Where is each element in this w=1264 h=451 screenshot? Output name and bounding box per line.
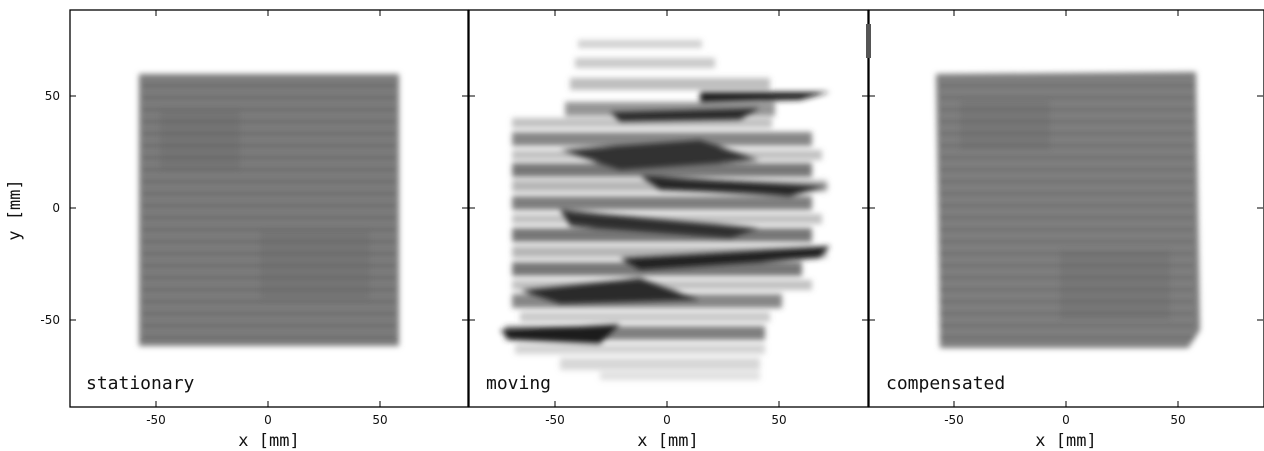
image-stationary xyxy=(139,74,399,346)
x-axis-ticks xyxy=(155,10,1179,407)
x-tick-label-p2-50: 50 xyxy=(771,413,786,427)
x-tick-label-p1-minus-50: -50 xyxy=(146,413,166,427)
x-tick-label-p2-0: 0 xyxy=(663,413,671,427)
panel-label-compensated: compensated xyxy=(886,373,1005,394)
x-axis-label-compensated: x [mm] xyxy=(1035,431,1096,451)
x-tick-label-p3-minus-50: -50 xyxy=(944,413,964,427)
image-moving xyxy=(500,40,830,380)
image-compensated xyxy=(936,72,1200,348)
separator-mark xyxy=(866,24,871,58)
panel-stationary: stationary xyxy=(69,9,469,408)
x-tick-label-p1-0: 0 xyxy=(264,413,272,427)
panel-label-stationary: stationary xyxy=(86,373,195,394)
y-tick-label-50: 50 xyxy=(45,89,60,103)
x-tick-label-p3-0: 0 xyxy=(1062,413,1070,427)
y-tick-label-0: 0 xyxy=(52,201,60,215)
y-tick-label-minus-50: -50 xyxy=(40,313,60,327)
x-tick-label-p2-minus-50: -50 xyxy=(545,413,565,427)
x-tick-label-p3-50: 50 xyxy=(1170,413,1185,427)
y-axis xyxy=(70,95,1263,321)
x-axis-label-stationary: x [mm] xyxy=(238,431,299,451)
y-axis-label: y [mm] xyxy=(5,179,25,240)
x-axis-label-moving: x [mm] xyxy=(637,431,698,451)
panel-label-moving: moving xyxy=(486,373,551,394)
panel-compensated: compensated xyxy=(868,9,1264,408)
x-tick-label-p1-50: 50 xyxy=(372,413,387,427)
panel-moving: moving xyxy=(468,9,869,408)
